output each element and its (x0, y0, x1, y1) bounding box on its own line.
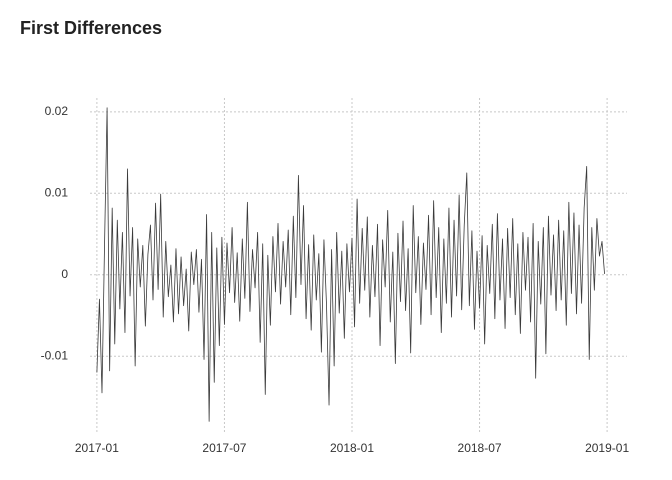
y-tick-label: 0 (61, 267, 68, 281)
x-tick-label: 2019-01 (585, 441, 629, 455)
y-tick-label: 0.01 (45, 185, 69, 199)
y-tick-label: -0.01 (41, 348, 69, 362)
y-tick-label: 0.02 (45, 104, 69, 118)
x-tick-label: 2017-01 (75, 441, 119, 455)
chart-title: First Differences (20, 18, 162, 38)
x-tick-label: 2018-07 (458, 441, 502, 455)
data-line (96, 107, 605, 422)
x-tick-label: 2017-07 (202, 441, 246, 455)
x-tick-label: 2018-01 (330, 441, 374, 455)
